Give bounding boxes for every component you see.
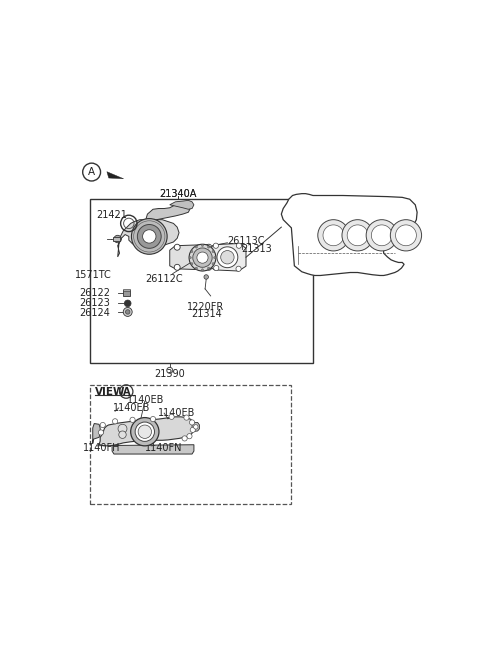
Text: VIEW: VIEW xyxy=(96,387,126,398)
Circle shape xyxy=(150,417,156,422)
Circle shape xyxy=(132,218,167,255)
Polygon shape xyxy=(208,243,246,271)
Text: 26113C: 26113C xyxy=(228,236,265,246)
Bar xyxy=(90,199,313,363)
Text: 1140FH: 1140FH xyxy=(83,443,120,453)
Text: 21340A: 21340A xyxy=(160,189,197,199)
Polygon shape xyxy=(118,220,179,257)
Circle shape xyxy=(202,244,204,247)
Circle shape xyxy=(206,244,212,250)
Circle shape xyxy=(114,236,121,243)
Circle shape xyxy=(318,220,349,251)
Circle shape xyxy=(187,434,192,439)
Circle shape xyxy=(189,244,216,271)
Circle shape xyxy=(124,300,131,307)
Circle shape xyxy=(207,267,210,270)
Text: 1140EB: 1140EB xyxy=(157,408,195,418)
Circle shape xyxy=(143,230,156,243)
Bar xyxy=(123,290,130,296)
Text: 1571TC: 1571TC xyxy=(75,270,112,281)
Circle shape xyxy=(189,256,192,258)
Circle shape xyxy=(195,267,197,270)
Polygon shape xyxy=(170,245,213,270)
Circle shape xyxy=(137,224,161,249)
Bar xyxy=(113,237,120,241)
Text: 1140EB: 1140EB xyxy=(127,395,164,405)
Circle shape xyxy=(214,256,216,258)
Circle shape xyxy=(396,225,416,246)
Circle shape xyxy=(342,220,373,251)
Circle shape xyxy=(169,414,174,419)
Circle shape xyxy=(190,427,195,432)
Circle shape xyxy=(131,418,159,446)
Text: 26123: 26123 xyxy=(79,298,110,308)
Circle shape xyxy=(123,308,132,316)
Polygon shape xyxy=(170,200,194,209)
Circle shape xyxy=(207,246,210,248)
Circle shape xyxy=(182,436,187,441)
Circle shape xyxy=(213,243,218,249)
Polygon shape xyxy=(93,424,100,443)
Circle shape xyxy=(236,266,241,272)
Bar xyxy=(90,385,291,504)
Circle shape xyxy=(202,269,204,271)
Text: 21390: 21390 xyxy=(154,369,185,379)
Circle shape xyxy=(323,225,344,246)
Circle shape xyxy=(217,247,238,268)
Text: A: A xyxy=(88,167,95,177)
Circle shape xyxy=(366,220,397,251)
Circle shape xyxy=(193,424,198,429)
Circle shape xyxy=(372,225,392,246)
Circle shape xyxy=(212,262,214,265)
Circle shape xyxy=(197,252,208,263)
Circle shape xyxy=(212,251,214,253)
Text: 26124: 26124 xyxy=(79,308,110,318)
Circle shape xyxy=(125,310,130,314)
Polygon shape xyxy=(107,172,124,178)
Polygon shape xyxy=(99,417,194,446)
Polygon shape xyxy=(281,194,417,276)
Text: 26122: 26122 xyxy=(79,288,110,298)
Polygon shape xyxy=(112,445,194,454)
Circle shape xyxy=(112,419,118,424)
Circle shape xyxy=(190,420,195,425)
Circle shape xyxy=(347,225,368,246)
Circle shape xyxy=(206,264,212,270)
Text: 1140FN: 1140FN xyxy=(145,443,182,453)
Circle shape xyxy=(221,251,234,264)
Bar xyxy=(123,289,130,291)
Text: 21421: 21421 xyxy=(96,210,127,220)
Circle shape xyxy=(130,417,135,422)
Circle shape xyxy=(98,430,104,435)
Circle shape xyxy=(195,246,197,248)
Circle shape xyxy=(135,422,155,441)
Circle shape xyxy=(191,251,193,253)
Polygon shape xyxy=(192,422,200,432)
Circle shape xyxy=(138,425,152,438)
Circle shape xyxy=(214,266,219,271)
Text: 21314: 21314 xyxy=(191,309,222,319)
Text: 1140EB: 1140EB xyxy=(113,403,150,413)
Polygon shape xyxy=(145,203,190,220)
Circle shape xyxy=(100,422,106,428)
Circle shape xyxy=(174,264,180,270)
Circle shape xyxy=(119,431,126,438)
Circle shape xyxy=(390,220,421,251)
Text: 1220FR: 1220FR xyxy=(187,302,225,312)
Circle shape xyxy=(174,244,180,250)
Circle shape xyxy=(236,243,241,249)
Circle shape xyxy=(191,262,193,265)
Circle shape xyxy=(204,275,208,279)
Text: A: A xyxy=(122,386,130,396)
Circle shape xyxy=(118,424,127,433)
Circle shape xyxy=(193,248,212,267)
Text: 26112C: 26112C xyxy=(145,274,182,284)
Text: 21313: 21313 xyxy=(241,243,272,254)
Circle shape xyxy=(184,415,189,420)
Text: 21340A: 21340A xyxy=(160,189,197,199)
